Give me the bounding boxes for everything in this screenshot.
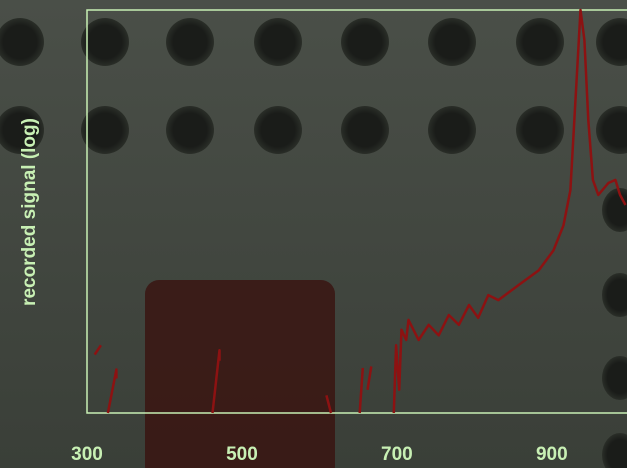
background-block	[145, 280, 335, 468]
y-axis-label: recorded signal (log)	[19, 118, 40, 306]
page: {"chart_data": {"type": "line", "y_label…	[0, 0, 627, 468]
chart: recorded signal (log) 300 500 700 900	[0, 0, 627, 468]
x-tick-label: 500	[226, 444, 258, 465]
x-tick-label: 700	[381, 444, 413, 465]
x-tick-label: 300	[71, 444, 103, 465]
x-tick-label: 900	[536, 444, 568, 465]
